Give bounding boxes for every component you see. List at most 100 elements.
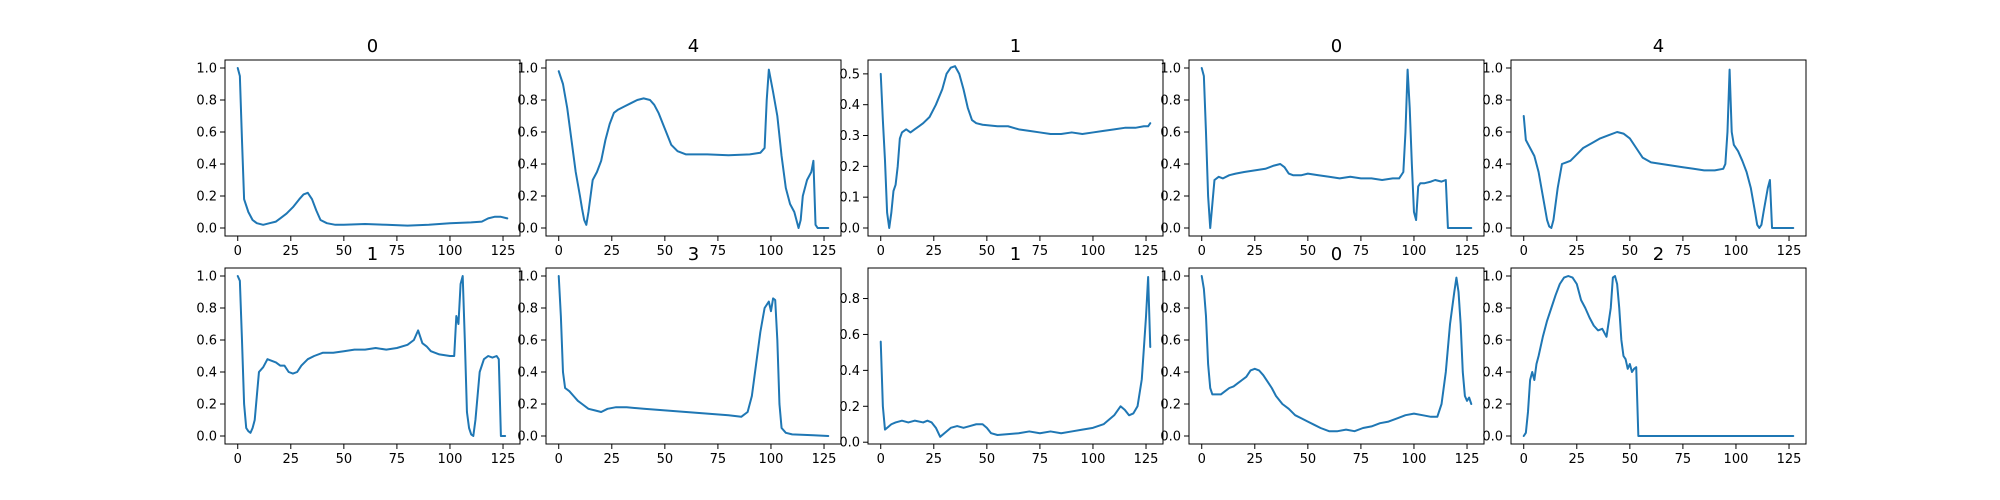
y-tick-label: 0.6 xyxy=(517,334,538,349)
subplot-10: 2 0 25 50 75 100 125 0.0 0.2 0.4 0.6 0.8 1.0 xyxy=(1482,244,1807,467)
y-tick-label: 0.4 xyxy=(839,364,860,379)
series-line xyxy=(879,275,1152,438)
x-tick-label: 100 xyxy=(759,452,784,467)
y-tick-label: 0.2 xyxy=(839,400,860,415)
y-tick-label: 0.0 xyxy=(517,222,538,237)
y-tick-label: 0.4 xyxy=(196,158,217,173)
x-tick-label: 25 xyxy=(1247,452,1264,467)
x-tick-label: 125 xyxy=(491,452,516,467)
series-line xyxy=(1522,68,1795,229)
y-tick-label: 0.6 xyxy=(196,126,217,141)
x-tick-label: 25 xyxy=(1569,244,1586,259)
series-line xyxy=(236,275,507,437)
y-tick-label: 0.4 xyxy=(1482,366,1503,381)
y-tick-label: 0.6 xyxy=(839,328,860,343)
y-tick-label: 1.0 xyxy=(1482,62,1503,77)
y-tick-label: 0.3 xyxy=(839,129,860,144)
subplot-title: 4 xyxy=(688,36,699,57)
subplot-9: 0 0 25 50 75 100 125 0.0 0.2 0.4 0.6 0.8 1.0 xyxy=(1160,244,1485,467)
x-tick-label: 125 xyxy=(1455,452,1480,467)
y-tick-label: 0.4 xyxy=(517,366,538,381)
plot-frame xyxy=(867,267,1164,445)
subplot-title: 1 xyxy=(1010,36,1021,57)
x-tick-label: 125 xyxy=(491,244,516,259)
plot-frame xyxy=(545,59,842,237)
series-line xyxy=(557,68,830,229)
y-tick-label: 0.6 xyxy=(1482,126,1503,141)
x-tick-label: 75 xyxy=(1675,244,1692,259)
subplot-title: 3 xyxy=(688,244,699,265)
x-tick-label: 25 xyxy=(283,244,300,259)
x-tick-label: 75 xyxy=(389,452,406,467)
x-tick-label: 125 xyxy=(1134,452,1159,467)
x-tick-label: 75 xyxy=(1353,452,1370,467)
series-line xyxy=(879,65,1152,229)
y-tick-label: 0.6 xyxy=(1482,334,1503,349)
y-tick-label: 0.8 xyxy=(517,302,538,317)
y-tick-label: 1.0 xyxy=(196,62,217,77)
x-tick-label: 100 xyxy=(1724,244,1749,259)
plot-frame xyxy=(224,267,521,445)
subplot-title: 0 xyxy=(1331,244,1342,265)
x-tick-label: 75 xyxy=(710,244,727,259)
x-tick-label: 50 xyxy=(1622,452,1639,467)
x-tick-label: 125 xyxy=(1777,452,1802,467)
subplot-6: 1 0 25 50 75 100 125 0.0 0.2 0.4 0.6 0.8 1.0 xyxy=(196,244,521,467)
x-tick-label: 0 xyxy=(555,452,563,467)
plot-frame xyxy=(867,59,1164,237)
y-tick-label: 0.6 xyxy=(1160,334,1181,349)
y-tick-label: 0.6 xyxy=(196,334,217,349)
y-tick-label: 0.2 xyxy=(1160,398,1181,413)
subplot-7: 3 0 25 50 75 100 125 0.0 0.2 0.4 0.6 0.8 1.0 xyxy=(517,244,842,467)
subplot-title: 0 xyxy=(1331,36,1342,57)
x-tick-label: 25 xyxy=(926,452,943,467)
x-tick-label: 100 xyxy=(1081,452,1106,467)
y-tick-label: 0.6 xyxy=(1160,126,1181,141)
x-tick-label: 100 xyxy=(438,244,463,259)
x-tick-label: 0 xyxy=(1520,452,1528,467)
y-tick-label: 0.2 xyxy=(1482,398,1503,413)
y-tick-label: 0.0 xyxy=(1160,222,1181,237)
x-tick-label: 0 xyxy=(234,244,242,259)
x-tick-label: 50 xyxy=(979,244,996,259)
y-tick-label: 0.8 xyxy=(839,292,860,307)
y-tick-label: 1.0 xyxy=(1482,270,1503,285)
y-tick-label: 0.2 xyxy=(517,398,538,413)
subplot-1: 0 0 25 50 75 100 125 0.0 0.2 0.4 0.6 0.8 1.0 xyxy=(196,36,521,259)
subplot-title: 0 xyxy=(367,36,378,57)
y-tick-label: 0.8 xyxy=(1160,302,1181,317)
x-tick-label: 125 xyxy=(812,452,837,467)
plot-frame xyxy=(1188,267,1485,445)
y-tick-label: 0.4 xyxy=(1482,158,1503,173)
x-tick-label: 75 xyxy=(1675,452,1692,467)
series-line xyxy=(1200,67,1473,229)
x-tick-label: 0 xyxy=(1520,244,1528,259)
subplot-title: 4 xyxy=(1653,36,1664,57)
x-tick-label: 50 xyxy=(336,452,353,467)
x-tick-label: 100 xyxy=(1402,452,1427,467)
y-tick-label: 0.2 xyxy=(1482,190,1503,205)
x-tick-label: 75 xyxy=(1353,244,1370,259)
x-tick-label: 125 xyxy=(812,244,837,259)
y-tick-label: 0.0 xyxy=(196,430,217,445)
y-tick-label: 1.0 xyxy=(196,270,217,285)
subplot-2: 4 0 25 50 75 100 125 0.0 0.2 0.4 0.6 0.8 1.0 xyxy=(517,36,842,259)
y-tick-label: 1.0 xyxy=(1160,270,1181,285)
x-tick-label: 75 xyxy=(710,452,727,467)
subplot-title: 1 xyxy=(1010,244,1021,265)
y-tick-label: 0.8 xyxy=(196,302,217,317)
y-tick-label: 0.0 xyxy=(196,222,217,237)
plot-frame xyxy=(224,59,521,237)
plot-frame xyxy=(1510,59,1807,237)
series-line xyxy=(1200,275,1473,433)
x-tick-label: 25 xyxy=(926,244,943,259)
x-tick-label: 100 xyxy=(1081,244,1106,259)
y-tick-label: 0.4 xyxy=(517,158,538,173)
x-tick-label: 0 xyxy=(877,452,885,467)
x-tick-label: 0 xyxy=(1198,244,1206,259)
y-tick-label: 0.4 xyxy=(196,366,217,381)
x-tick-label: 100 xyxy=(1402,244,1427,259)
y-tick-label: 1.0 xyxy=(517,62,538,77)
series-line xyxy=(236,67,509,227)
y-tick-label: 0.8 xyxy=(1482,94,1503,109)
